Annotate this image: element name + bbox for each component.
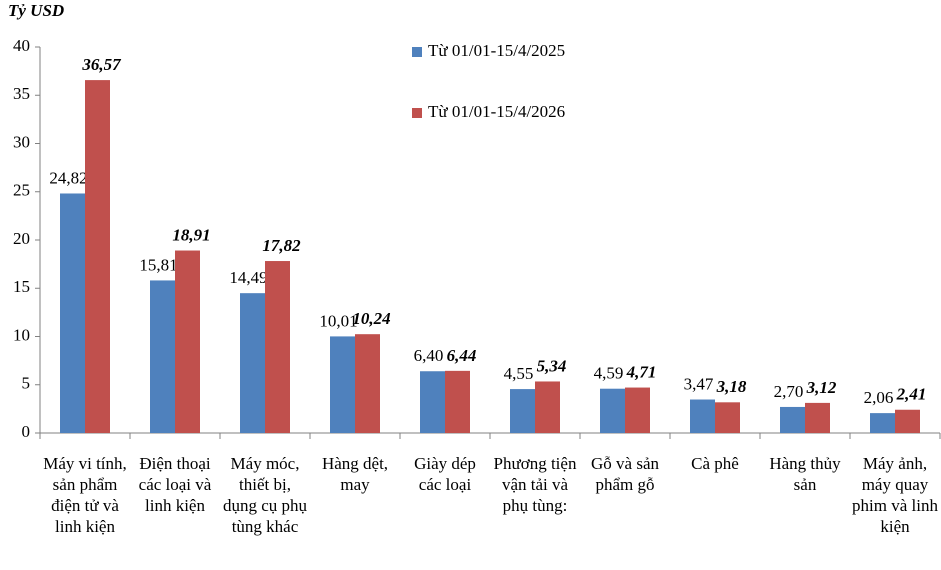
value-label: 3,18 (716, 377, 747, 396)
bar (690, 399, 715, 433)
y-tick-label: 25 (13, 181, 30, 200)
x-tick-label: Hàng dệt, may (321, 454, 389, 494)
value-label: 36,57 (81, 55, 122, 74)
value-label: 4,55 (504, 364, 534, 383)
y-tick-label: 40 (13, 36, 30, 55)
y-tick-label: 5 (22, 374, 31, 393)
value-label: 10,24 (352, 309, 390, 328)
x-tick-label: Cà phê (691, 454, 739, 473)
value-label: 2,70 (774, 382, 804, 401)
x-tick-label: Máy ảnh, máy quay phim và linh kiện (852, 454, 938, 536)
x-tick-label: Giày dép các loại (414, 454, 476, 494)
y-tick-label: 0 (22, 422, 31, 441)
legend-label: Từ 01/01-15/4/2026 (428, 102, 565, 121)
value-label: 2,06 (864, 388, 894, 407)
bar (445, 370, 470, 433)
value-label: 6,44 (447, 346, 477, 365)
value-label: 17,82 (262, 236, 301, 255)
value-label: 6,40 (414, 346, 444, 365)
y-tick-label: 10 (13, 325, 30, 344)
bar (625, 387, 650, 433)
y-axis-label: Tỷ USD (8, 1, 64, 20)
bar (895, 409, 920, 433)
value-label: 3,12 (806, 378, 837, 397)
value-label: 10,01 (319, 311, 357, 330)
bar (535, 381, 560, 433)
value-label: 14,49 (229, 268, 267, 287)
bar (355, 334, 380, 433)
bar (175, 250, 200, 433)
bar (150, 280, 175, 433)
legend-label: Từ 01/01-15/4/2025 (428, 41, 565, 60)
y-tick-label: 35 (13, 84, 30, 103)
value-label: 5,34 (537, 356, 567, 375)
bar (240, 293, 265, 433)
value-label: 24,82 (49, 168, 87, 187)
x-tick-label: Máy vi tính, sản phẩm điện tử và linh ki… (43, 454, 127, 536)
y-tick-label: 20 (13, 229, 30, 248)
x-tick-label: Gỗ và sản phẩm gỗ (591, 454, 659, 494)
bar (420, 371, 445, 433)
bar (60, 193, 85, 433)
value-label: 18,91 (172, 225, 210, 244)
value-label: 3,47 (684, 374, 714, 393)
bar (510, 389, 535, 433)
y-tick-label: 15 (13, 277, 30, 296)
bar (780, 406, 805, 433)
bar (870, 413, 895, 433)
bar (330, 336, 355, 433)
value-label: 4,59 (594, 364, 624, 383)
x-tick-label: Máy móc, thiết bị, dụng cụ phụ tùng khác (222, 454, 308, 536)
bar (600, 388, 625, 433)
value-label: 4,71 (626, 362, 657, 381)
x-tick-label: Điện thoại các loại và linh kiện (138, 454, 212, 515)
bar (715, 402, 740, 433)
value-label: 15,81 (139, 255, 177, 274)
bar (265, 261, 290, 433)
legend-swatch (412, 108, 422, 118)
bar (805, 402, 830, 433)
bar (85, 80, 110, 434)
x-tick-label: Hàng thủy sản (769, 454, 841, 494)
x-tick-label: Phương tiện vận tải và phụ tùng: (493, 454, 577, 515)
value-label: 2,41 (896, 385, 927, 404)
legend-swatch (412, 47, 422, 57)
y-tick-label: 30 (13, 132, 30, 151)
